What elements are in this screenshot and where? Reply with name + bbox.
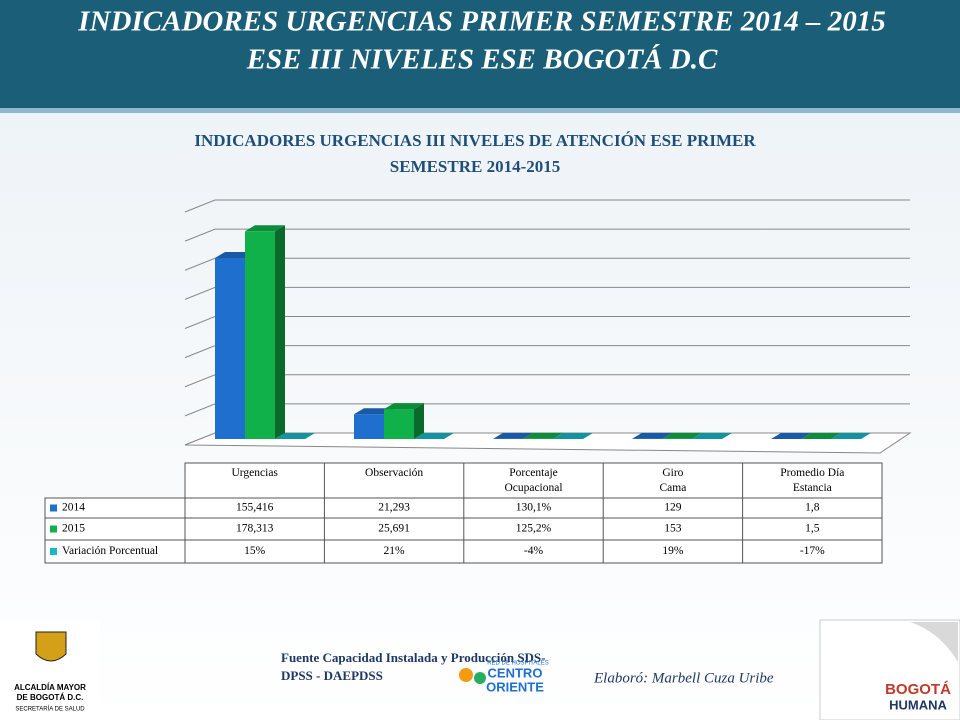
header-title: ESE III NIVELES ESE BOGOTÁ D.C <box>246 43 718 76</box>
bar <box>215 257 245 439</box>
legend-swatch <box>50 548 57 555</box>
coat-of-arms <box>35 631 67 662</box>
grid-line <box>184 228 910 242</box>
logo-text: ALCALDÍA MAYOR <box>14 683 86 692</box>
source: Fuente Capacidad Instalada y Producción … <box>281 650 546 665</box>
value-label: 1,8 <box>805 502 820 514</box>
page-curl <box>910 622 958 662</box>
legend-swatch <box>50 525 57 533</box>
logo-text: HUMANA <box>889 697 947 712</box>
bar-side <box>275 225 285 439</box>
value-label: -4% <box>524 545 544 557</box>
logo-text: CENTRO <box>488 665 543 680</box>
category-label: Porcentaje Ocupacional <box>504 467 562 494</box>
value-label: 1,5 <box>805 523 820 535</box>
header-shadow <box>0 108 960 113</box>
bar-side <box>722 432 732 439</box>
chart-title: SEMESTRE 2014-2015 <box>390 157 561 176</box>
value-label: -17% <box>800 545 825 557</box>
logo-text: DE BOGOTÁ D.C. <box>17 693 84 702</box>
bar-top <box>692 432 732 439</box>
bar-side <box>305 432 315 439</box>
bar <box>384 409 414 439</box>
value-label: 15% <box>244 545 266 557</box>
value-label: 19% <box>662 545 684 557</box>
bar <box>354 414 384 439</box>
legend-label: Variación Porcentual <box>62 545 158 557</box>
bar-top <box>632 432 672 439</box>
category-label: Observación <box>365 467 423 479</box>
data-table: Urgencias Observación Porcentaje Ocupaciona… <box>44 462 883 564</box>
bar-top <box>801 432 841 439</box>
bar-side <box>553 432 563 439</box>
category-label: Giro Cama <box>659 467 686 494</box>
logo-text: SECRETARÍA DE SALUD <box>15 706 85 713</box>
value-label: 153 <box>664 523 682 535</box>
logo-figure <box>474 672 486 684</box>
bar-top <box>771 432 811 439</box>
value-label: 155,416 <box>236 502 274 514</box>
bar-side <box>692 432 702 439</box>
logo-text: BOGOTÁ <box>885 681 951 698</box>
legend-swatch <box>50 504 57 512</box>
logo-text: ORIENTE <box>486 679 544 694</box>
source: DPSS - DAEPDSS <box>281 668 383 683</box>
logo-text: RED DE HOSPITALES <box>487 661 549 667</box>
chart <box>184 199 912 454</box>
bar-top <box>553 432 593 439</box>
category-label: Urgencias <box>231 467 278 479</box>
bar-top <box>245 225 285 232</box>
bar-top <box>384 403 424 410</box>
bar-top <box>493 432 533 439</box>
value-label: 129 <box>664 502 682 514</box>
logo-right <box>819 619 960 720</box>
background <box>0 110 960 720</box>
bar <box>245 231 275 439</box>
bar-side <box>414 403 424 439</box>
value-label: 125,2% <box>516 523 552 535</box>
legend-label: 2015 <box>62 523 85 535</box>
bar-top <box>275 432 315 439</box>
chart-title: INDICADORES URGENCIAS III NIVELES DE ATE… <box>194 131 756 150</box>
bar-top <box>831 432 871 439</box>
legend-label: 2014 <box>62 502 85 514</box>
bar-side <box>861 432 871 439</box>
value-label: 21% <box>384 545 406 557</box>
value-label: 25,691 <box>378 523 410 535</box>
bar-top <box>523 432 563 439</box>
grid-line <box>184 199 910 213</box>
value-label: 21,293 <box>378 502 410 514</box>
bar-top <box>414 432 454 439</box>
header-title: INDICADORES URGENCIAS PRIMER SEMESTRE 20… <box>77 6 885 38</box>
bar-side <box>583 432 593 439</box>
bar-top <box>662 432 702 439</box>
author: Elaboró: Marbell Cuza Uribe <box>593 670 774 686</box>
value-label: 178,313 <box>236 523 274 535</box>
logo-figure <box>459 668 473 682</box>
bar-side <box>444 432 454 439</box>
category-label: Promedio Día Estancia <box>780 467 844 494</box>
header-band <box>0 0 960 110</box>
value-label: 130,1% <box>516 502 552 514</box>
